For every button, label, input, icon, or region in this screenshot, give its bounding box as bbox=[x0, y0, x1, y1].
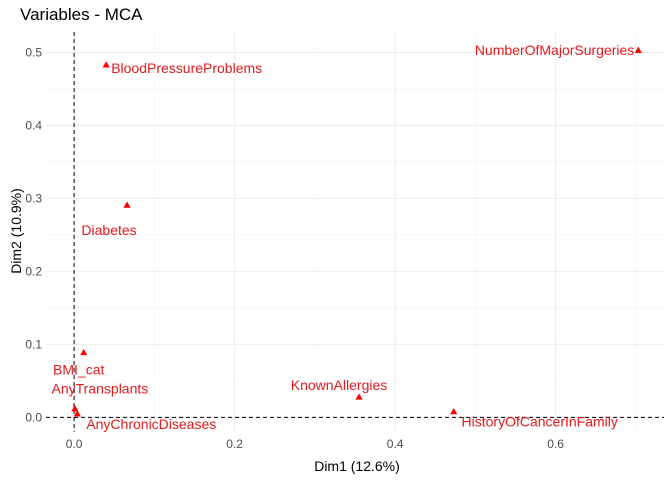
x-tick-label: 0.6 bbox=[547, 437, 564, 451]
grid bbox=[46, 32, 664, 432]
point-label: AnyTransplants bbox=[52, 381, 149, 397]
point-bmi_cat bbox=[80, 348, 88, 356]
x-tick-label: 0.4 bbox=[387, 437, 404, 451]
point-label: HistoryOfCancerInFamily bbox=[462, 414, 618, 430]
point-label: BloodPressureProblems bbox=[111, 60, 262, 76]
chart-title: Variables - MCA bbox=[20, 5, 143, 24]
point-anytransplants bbox=[71, 405, 79, 412]
point-label: KnownAllergies bbox=[291, 377, 388, 393]
y-tick-label: 0.2 bbox=[25, 264, 42, 278]
y-tick-label: 0.5 bbox=[25, 45, 42, 59]
point-numberofmajorsurgeries bbox=[634, 46, 642, 53]
y-tick-label: 0.1 bbox=[25, 337, 42, 351]
point-diabetes bbox=[123, 201, 131, 208]
y-axis-ticks: 0.0 0.1 0.2 0.3 0.4 0.5 bbox=[25, 45, 42, 424]
y-tick-label: 0.0 bbox=[25, 410, 42, 424]
point-knownallergies bbox=[355, 393, 363, 400]
point-label: AnyChronicDiseases bbox=[86, 416, 216, 432]
reference-lines bbox=[46, 32, 664, 432]
x-axis-title: Dim1 (12.6%) bbox=[314, 458, 400, 474]
y-tick-label: 0.3 bbox=[25, 191, 42, 205]
point-anychronicdiseases bbox=[73, 410, 81, 417]
data-points bbox=[71, 46, 642, 417]
y-tick-label: 0.4 bbox=[25, 118, 42, 132]
point-label: NumberOfMajorSurgeries bbox=[475, 42, 635, 58]
x-tick-label: 0.2 bbox=[226, 437, 243, 451]
x-tick-label: 0.0 bbox=[66, 437, 83, 451]
x-axis-ticks: 0.0 0.2 0.4 0.6 bbox=[66, 437, 565, 451]
point-labels: NumberOfMajorSurgeries BloodPressureProbl… bbox=[52, 42, 635, 432]
point-label: Diabetes bbox=[81, 222, 136, 238]
y-axis-title: Dim2 (10.9%) bbox=[8, 188, 24, 274]
point-label: BMI_cat bbox=[53, 361, 104, 377]
point-bloodpressureproblems bbox=[102, 61, 110, 68]
point-historyofcancerinfamily bbox=[450, 407, 458, 415]
